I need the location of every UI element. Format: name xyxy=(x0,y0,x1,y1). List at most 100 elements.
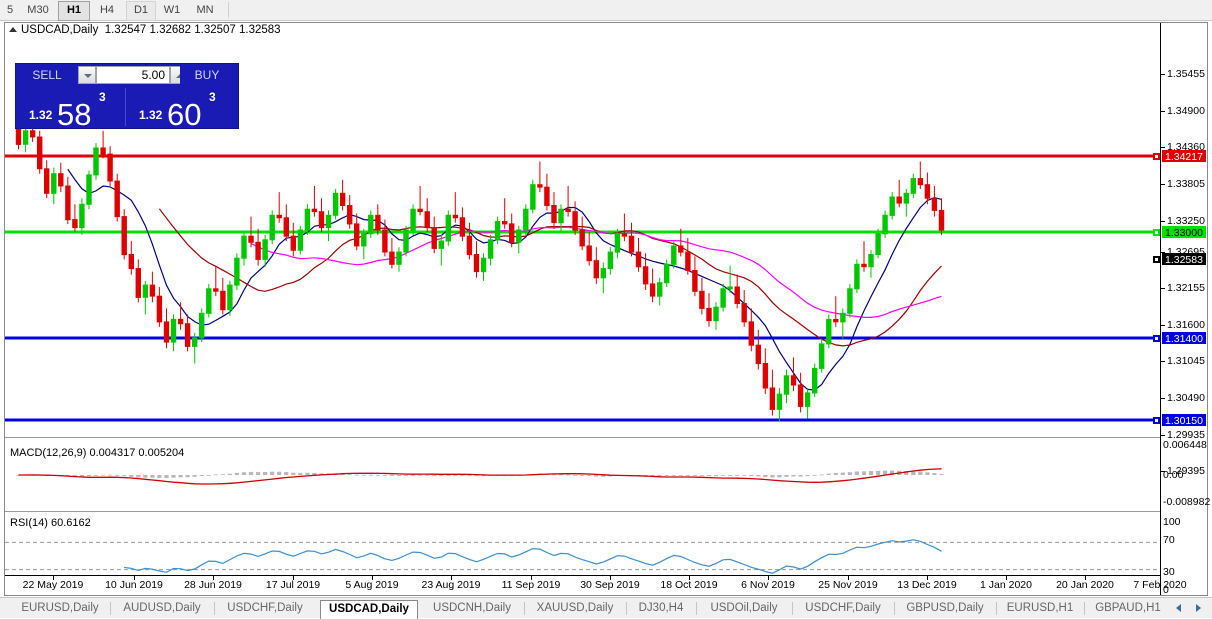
price-tick xyxy=(1161,74,1165,75)
price-label: 1.31045 xyxy=(1167,355,1205,367)
chevron-left-icon[interactable] xyxy=(1176,604,1181,612)
date-tick xyxy=(927,576,928,580)
chevron-right-icon[interactable] xyxy=(1196,604,1201,612)
price-tick xyxy=(1161,288,1165,289)
chart-ohlc-values: 1.32547 1.32682 1.32507 1.32583 xyxy=(104,24,281,36)
date-label: 18 Oct 2019 xyxy=(660,579,718,591)
price-tick xyxy=(1161,147,1165,148)
timeframe-button-h4[interactable]: H4 xyxy=(99,4,115,16)
buy-button[interactable]: BUY xyxy=(180,66,234,84)
symbol-tab-usdcnh-daily[interactable]: USDCNH,Daily xyxy=(433,602,511,614)
price-label: 1.34360 xyxy=(1167,141,1205,153)
date-label: 25 Nov 2019 xyxy=(818,579,878,591)
date-tick xyxy=(451,576,452,580)
quote-divider xyxy=(125,88,126,126)
date-tick xyxy=(848,576,849,580)
rsi-indicator-chart xyxy=(5,539,1160,574)
date-tick xyxy=(53,576,54,580)
date-tick xyxy=(1160,576,1161,580)
rsi-scale-label: 70 xyxy=(1163,534,1175,546)
one-click-trading-panel[interactable]: SELL 5.00 BUY 1.32 58 3 1.32 60 3 xyxy=(15,63,239,130)
symbol-tab-eurusd-h1[interactable]: EURUSD,H1 xyxy=(1006,602,1074,614)
date-tick xyxy=(689,576,690,580)
symbol-tab-bar: EURUSD,Daily AUDUSD,Daily USDCHF,Daily USDC… xyxy=(0,597,1212,619)
date-label: 20 Jan 2020 xyxy=(1056,579,1114,591)
oct-controls-row: SELL 5.00 BUY xyxy=(16,64,238,86)
date-label: 23 Aug 2019 xyxy=(421,579,481,591)
chart-symbol-label: USDCAD,Daily xyxy=(21,24,99,36)
macd-pane[interactable] xyxy=(5,438,1160,510)
price-level-marker xyxy=(1153,229,1160,236)
symbol-tab-gbpusd-daily[interactable]: GBPUSD,Daily xyxy=(906,602,984,614)
price-label: 1.29395 xyxy=(1167,465,1205,477)
buy-price-main: 60 xyxy=(167,97,202,132)
macd-scale-label: -0.008982 xyxy=(1163,496,1211,508)
symbol-tab-eurusd-daily[interactable]: EURUSD,Daily xyxy=(21,602,99,614)
price-level-tag[interactable]: 1.33000 xyxy=(1162,226,1206,239)
timeframe-button-h1[interactable]: H1 xyxy=(58,1,90,21)
price-tick xyxy=(1161,221,1165,222)
symbol-tab-dj30-h4[interactable]: DJ30,H4 xyxy=(638,602,684,614)
sell-price-fraction: 3 xyxy=(99,90,106,104)
symbol-tab-usdchf-daily[interactable]: USDCHF,Daily xyxy=(805,602,881,614)
tab-separator xyxy=(696,602,697,615)
date-tick xyxy=(768,576,769,580)
rsi-scale-label: 100 xyxy=(1163,516,1181,528)
symbol-tab-usdoil-daily[interactable]: USDOil,Daily xyxy=(710,602,778,614)
date-label: 10 Jun 2019 xyxy=(105,579,163,591)
macd-label: MACD(12,26,9) 0.004317 0.005204 xyxy=(10,447,188,459)
price-level-marker xyxy=(1153,335,1160,342)
date-label: 5 Aug 2019 xyxy=(345,579,399,591)
macd-indicator-chart xyxy=(16,468,944,485)
sell-price-quote[interactable]: 1.32 58 3 xyxy=(19,88,125,130)
symbol-tab-xauusd-daily[interactable]: XAUUSD,Daily xyxy=(536,602,614,614)
pane-divider-macd xyxy=(5,437,1160,438)
date-tick xyxy=(293,576,294,580)
price-label: 1.32695 xyxy=(1167,246,1205,258)
tab-separator xyxy=(214,602,215,615)
price-level-tag[interactable]: 1.32583 xyxy=(1162,253,1206,266)
price-level-marker xyxy=(1153,256,1160,263)
tab-separator xyxy=(894,602,895,615)
price-tick xyxy=(1161,398,1165,399)
sell-button[interactable]: SELL xyxy=(20,66,74,84)
date-label: 1 Jan 2020 xyxy=(980,579,1032,591)
date-tick xyxy=(1085,576,1086,580)
price-level-tag[interactable]: 1.31400 xyxy=(1162,332,1206,345)
symbol-tab-usdcad-daily[interactable]: USDCAD,Daily xyxy=(320,600,418,619)
timeframe-button-5[interactable]: 5 xyxy=(6,4,14,16)
rsi-pane[interactable] xyxy=(5,512,1160,595)
rsi-scale-label: 30 xyxy=(1163,566,1175,578)
date-axis: 22 May 2019 10 Jun 2019 28 Jun 2019 17 Jul … xyxy=(5,575,1187,595)
symbol-tab-usdchf-daily[interactable]: USDCHF,Daily xyxy=(227,602,303,614)
price-label: 1.33250 xyxy=(1167,215,1205,227)
symbol-tab-audusd-daily[interactable]: AUDUSD,Daily xyxy=(123,602,201,614)
price-level-tag[interactable]: 1.30150 xyxy=(1162,414,1206,427)
chart-window[interactable]: USDCAD,Daily 1.32547 1.32682 1.32507 1.3… xyxy=(4,22,1211,596)
timeframe-button-w1[interactable]: W1 xyxy=(163,4,181,16)
buy-price-quote[interactable]: 1.32 60 3 xyxy=(129,88,235,130)
timeframe-button-mn[interactable]: MN xyxy=(196,4,214,16)
rsi-scale-label: 0 xyxy=(1163,584,1169,596)
sell-price-main: 58 xyxy=(57,97,92,132)
date-tick xyxy=(531,576,532,580)
date-label: 28 Jun 2019 xyxy=(184,579,242,591)
price-label: 1.33805 xyxy=(1167,178,1205,190)
macd-scale-label: 0.006448 xyxy=(1163,439,1207,451)
date-tick xyxy=(1006,576,1007,580)
price-label: 1.29935 xyxy=(1167,429,1205,441)
macd-scale-label: 0.00 xyxy=(1163,469,1184,481)
date-label: 7 Feb 2020 xyxy=(1133,579,1187,591)
price-label: 1.32155 xyxy=(1167,282,1205,294)
date-label: 11 Sep 2019 xyxy=(501,579,561,591)
volume-input[interactable]: 5.00 xyxy=(96,66,170,84)
timeframe-button-m30[interactable]: M30 xyxy=(27,4,49,16)
chevron-down-icon xyxy=(84,74,92,78)
price-level-tag[interactable]: 1.34217 xyxy=(1162,150,1206,163)
volume-decrease-button[interactable] xyxy=(78,66,96,84)
date-label: 13 Dec 2019 xyxy=(897,579,957,591)
triangle-up-icon[interactable] xyxy=(9,27,17,32)
timeframe-button-d1[interactable]: D1 xyxy=(126,1,156,21)
symbol-tab-gbpaud-h1[interactable]: GBPAUD,H1 xyxy=(1095,602,1161,614)
price-scale[interactable]: 1.35455 1.34900 1.34360 1.34217 1.33805 1.332… xyxy=(1153,23,1211,596)
